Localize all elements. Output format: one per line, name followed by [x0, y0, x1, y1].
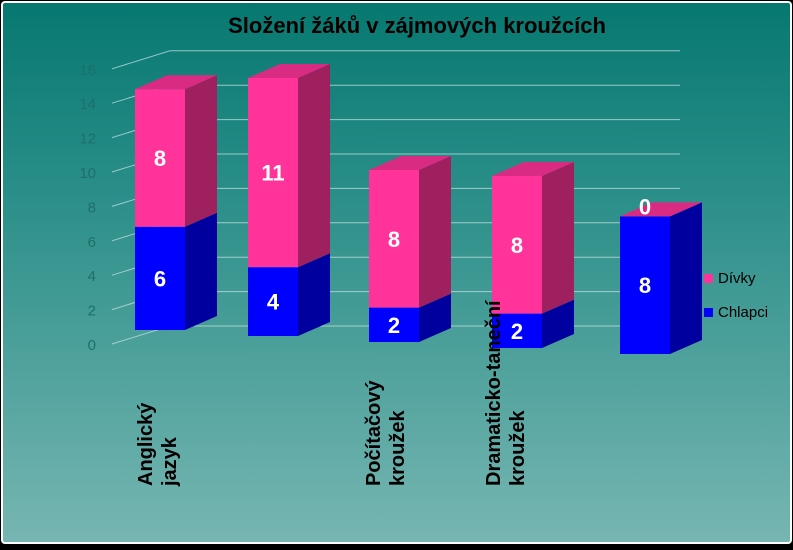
bar-group: 68 — [135, 75, 217, 330]
y-tick-label: 4 — [88, 268, 96, 285]
bar-group: 28 — [369, 156, 451, 342]
bar-top — [492, 162, 574, 176]
y-tick-label: 10 — [79, 165, 96, 182]
bar-top — [248, 64, 330, 78]
bar-side-dívky — [298, 64, 330, 268]
bar-side-dívky — [419, 156, 451, 308]
bar-dívky — [492, 176, 542, 314]
legend-swatch-dívky — [704, 274, 713, 283]
bar-chlapci — [135, 226, 185, 330]
data-label-chlapci: 4 — [267, 290, 280, 315]
bar-top — [620, 202, 702, 217]
data-label-dívky: 8 — [511, 233, 523, 258]
data-label-dívky: 0 — [639, 194, 651, 219]
y-tick-label: 14 — [79, 96, 96, 113]
bar-dívky — [369, 170, 419, 308]
data-label-dívky: 8 — [154, 146, 166, 171]
legend: Dívky Chlapci — [704, 270, 768, 321]
bar-dívky — [248, 78, 298, 268]
data-label-chlapci: 6 — [154, 266, 166, 291]
data-label-dívky: 8 — [388, 227, 400, 252]
legend-label-chlapci: Chlapci — [718, 304, 768, 321]
category-label: Dramaticko-taneční kroužek — [483, 300, 529, 486]
bar-chlapci — [369, 307, 419, 342]
bar-side-chlapci — [542, 299, 574, 348]
bar-chlapci — [492, 313, 542, 348]
chart-title: Složení žáků v zájmových kroužcích — [228, 13, 606, 38]
legend-swatch-chlapci — [704, 308, 713, 317]
bar-side-chlapci — [670, 202, 702, 354]
legend-label-dívky: Dívky — [718, 270, 756, 287]
data-label-chlapci: 2 — [388, 313, 400, 338]
bar-group: 4 11 — [248, 64, 330, 336]
category-label: Anglický jazyk — [135, 402, 181, 486]
bar-dívky — [135, 89, 185, 227]
y-tick-label: 6 — [88, 234, 96, 251]
bar-side-dívky — [185, 75, 217, 227]
y-tick-label: 2 — [88, 303, 96, 320]
bar-side-dívky — [542, 162, 574, 314]
bar-top — [135, 75, 217, 90]
bar-chlapci — [248, 267, 298, 336]
category-label: Počítačový kroužek — [363, 380, 409, 486]
y-axis-ticks: 0 2 4 6 8 10 12 14 16 — [79, 62, 96, 354]
gridline-16 — [111, 50, 680, 70]
data-label-chlapci: 2 — [511, 319, 523, 344]
bar-chlapci — [620, 216, 670, 354]
bar-side-chlapci — [185, 212, 217, 330]
bar-side-chlapci — [419, 293, 451, 342]
bar-group: 80 — [620, 194, 702, 354]
y-tick-label: 16 — [79, 62, 96, 79]
y-tick-label: 0 — [88, 337, 96, 354]
bar-top — [369, 156, 451, 170]
y-tick-label: 12 — [79, 131, 96, 148]
data-label-dívky: 11 — [261, 161, 284, 186]
bar-side-chlapci — [298, 253, 330, 336]
data-label-chlapci: 8 — [639, 273, 651, 298]
y-tick-label: 8 — [88, 199, 96, 216]
bar-group: 28 — [492, 162, 574, 348]
